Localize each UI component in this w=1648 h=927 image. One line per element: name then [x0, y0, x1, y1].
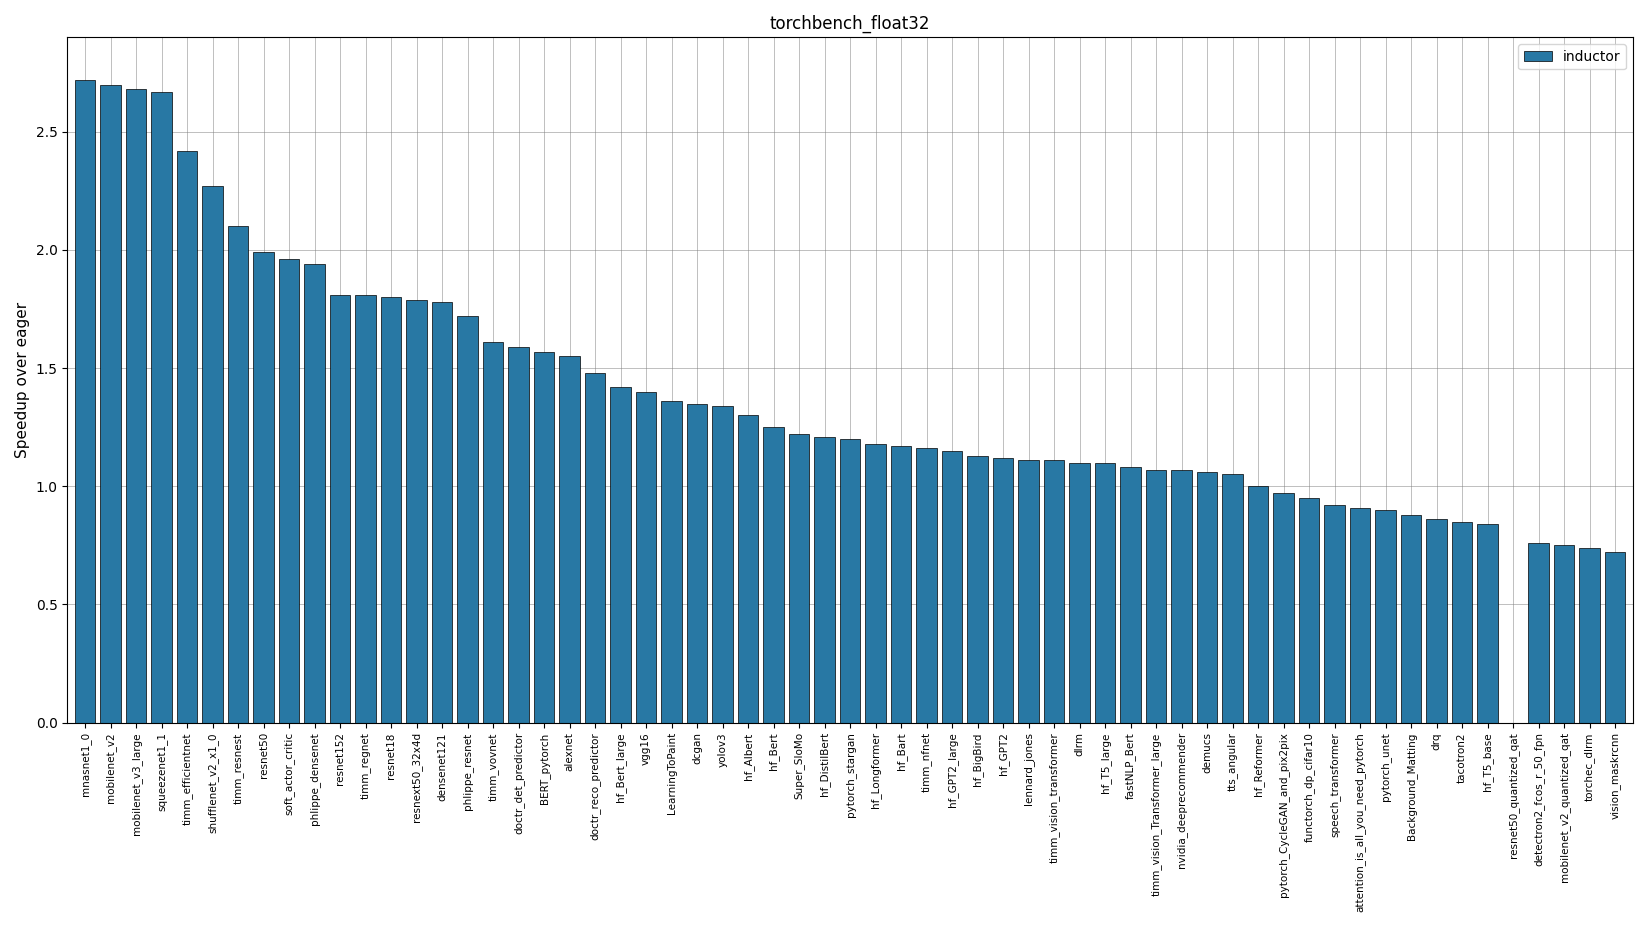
Bar [1299, 498, 1320, 722]
Bar [1172, 470, 1192, 722]
Bar [534, 351, 554, 722]
Bar [661, 401, 682, 722]
Bar [610, 387, 631, 722]
Bar [1605, 552, 1625, 722]
Bar [254, 252, 274, 722]
Bar [1401, 514, 1421, 722]
Bar [1248, 487, 1269, 722]
Bar [279, 260, 300, 722]
Bar [789, 434, 809, 722]
Bar [509, 347, 529, 722]
Legend: inductor: inductor [1518, 44, 1627, 70]
Bar [381, 298, 402, 722]
Bar [458, 316, 478, 722]
Bar [1452, 522, 1472, 722]
Bar [865, 444, 887, 722]
Bar [1043, 461, 1065, 722]
Bar [738, 415, 758, 722]
Bar [585, 373, 605, 722]
Bar [559, 356, 580, 722]
Title: torchbench_float32: torchbench_float32 [770, 15, 931, 33]
Bar [967, 455, 987, 722]
Bar [176, 151, 198, 722]
Bar [407, 299, 427, 722]
Bar [763, 427, 784, 722]
Bar [840, 439, 860, 722]
Bar [1145, 470, 1167, 722]
Bar [1350, 507, 1371, 722]
Y-axis label: Speedup over eager: Speedup over eager [15, 302, 30, 458]
Bar [125, 89, 147, 722]
Bar [1196, 472, 1218, 722]
Bar [916, 449, 936, 722]
Bar [1325, 505, 1345, 722]
Bar [636, 392, 656, 722]
Bar [432, 302, 452, 722]
Bar [152, 92, 171, 722]
Bar [814, 437, 836, 722]
Bar [356, 295, 376, 722]
Bar [1274, 493, 1294, 722]
Bar [1478, 524, 1498, 722]
Bar [943, 451, 962, 722]
Bar [892, 446, 911, 722]
Bar [1094, 463, 1116, 722]
Bar [687, 403, 707, 722]
Bar [227, 226, 249, 722]
Bar [203, 186, 222, 722]
Bar [1427, 519, 1447, 722]
Bar [994, 458, 1014, 722]
Bar [1554, 545, 1574, 722]
Bar [712, 406, 733, 722]
Bar [101, 84, 120, 722]
Bar [1528, 543, 1549, 722]
Bar [1018, 461, 1038, 722]
Bar [305, 264, 325, 722]
Bar [74, 80, 96, 722]
Bar [1121, 467, 1140, 722]
Bar [1579, 548, 1600, 722]
Bar [1376, 510, 1396, 722]
Bar [1070, 463, 1089, 722]
Bar [1223, 475, 1243, 722]
Bar [330, 295, 351, 722]
Bar [483, 342, 503, 722]
